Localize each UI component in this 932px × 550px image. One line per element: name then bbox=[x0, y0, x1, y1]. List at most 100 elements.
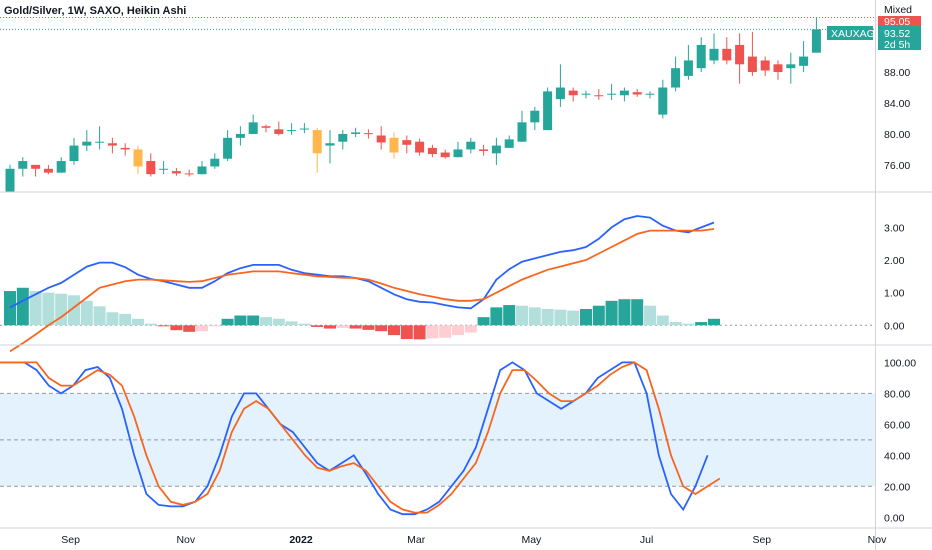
candle[interactable] bbox=[56, 157, 66, 173]
macd-histogram-bar bbox=[298, 323, 311, 326]
high-price-badge[interactable]: 95.05 bbox=[878, 16, 921, 28]
candle[interactable] bbox=[261, 124, 271, 133]
candle[interactable] bbox=[722, 37, 732, 65]
macd-histogram-bar bbox=[311, 325, 324, 327]
candle[interactable] bbox=[543, 87, 553, 131]
candle[interactable] bbox=[120, 143, 130, 156]
stoch-pane[interactable] bbox=[0, 361, 875, 516]
candle[interactable] bbox=[235, 126, 245, 146]
candle[interactable] bbox=[338, 130, 348, 150]
candle[interactable] bbox=[440, 149, 450, 159]
candle[interactable] bbox=[197, 161, 207, 175]
candle[interactable] bbox=[389, 132, 399, 159]
stoch-axis[interactable]: 0.00 20.00 40.00 60.00 80.00 100.00 bbox=[884, 357, 916, 524]
scale-mode-label[interactable]: Mixed bbox=[884, 4, 912, 16]
candle[interactable] bbox=[786, 52, 796, 84]
candle[interactable] bbox=[504, 135, 514, 148]
candle[interactable] bbox=[146, 153, 156, 177]
stoch-tick-label: 40.00 bbox=[884, 450, 910, 462]
candle[interactable] bbox=[696, 37, 706, 73]
candle[interactable] bbox=[184, 169, 194, 177]
candle[interactable] bbox=[479, 144, 489, 156]
candle[interactable] bbox=[568, 87, 578, 102]
candle[interactable] bbox=[287, 123, 297, 135]
macd-pane[interactable] bbox=[0, 215, 875, 353]
candle[interactable] bbox=[82, 130, 92, 151]
candle[interactable] bbox=[466, 137, 476, 154]
candle[interactable] bbox=[760, 56, 770, 76]
stoch-d-line[interactable] bbox=[0, 361, 721, 514]
last-price-badge-bg bbox=[878, 26, 921, 50]
candle[interactable] bbox=[658, 79, 668, 119]
macd-axis[interactable]: 0.00 1.00 2.00 3.00 bbox=[884, 222, 905, 332]
time-tick-label: Sep bbox=[752, 534, 771, 546]
candle[interactable] bbox=[747, 31, 757, 76]
macd-histogram-bar bbox=[503, 305, 516, 326]
candle[interactable] bbox=[683, 44, 693, 80]
macd-tick-label: 0.00 bbox=[884, 320, 905, 332]
stoch-tick-label: 80.00 bbox=[884, 388, 910, 400]
candle[interactable] bbox=[223, 130, 233, 162]
candle-body bbox=[287, 130, 297, 132]
candle[interactable] bbox=[773, 60, 783, 80]
candle[interactable] bbox=[530, 106, 540, 131]
price-axis[interactable]: 76.00 80.00 84.00 88.00 bbox=[884, 67, 910, 172]
candle[interactable] bbox=[607, 83, 617, 100]
candle[interactable] bbox=[517, 110, 527, 142]
candle[interactable] bbox=[363, 129, 373, 139]
candle[interactable] bbox=[619, 87, 629, 102]
candle[interactable] bbox=[645, 91, 655, 99]
candle[interactable] bbox=[735, 33, 745, 84]
stoch-k-line[interactable] bbox=[0, 361, 709, 516]
candle[interactable] bbox=[594, 89, 604, 100]
candle[interactable] bbox=[427, 144, 437, 158]
candle[interactable] bbox=[210, 153, 220, 169]
candle[interactable] bbox=[299, 123, 309, 134]
candle[interactable] bbox=[5, 164, 15, 192]
candle[interactable] bbox=[31, 164, 41, 177]
candle[interactable] bbox=[171, 168, 181, 176]
price-pane[interactable] bbox=[0, 16, 875, 192]
candle[interactable] bbox=[453, 141, 463, 158]
candle[interactable] bbox=[133, 145, 143, 175]
candle[interactable] bbox=[811, 17, 821, 53]
macd-histogram-bar bbox=[400, 325, 413, 340]
candle[interactable] bbox=[248, 114, 258, 134]
candle-body bbox=[325, 143, 335, 146]
candle[interactable] bbox=[555, 64, 565, 107]
candle-body bbox=[427, 147, 437, 155]
candle[interactable] bbox=[18, 157, 28, 177]
symbol-badge-bg bbox=[827, 26, 873, 40]
candle[interactable] bbox=[415, 138, 425, 156]
candle[interactable] bbox=[351, 127, 361, 138]
candle[interactable] bbox=[709, 33, 719, 65]
candle[interactable] bbox=[95, 126, 105, 150]
macd-histogram-bar bbox=[375, 325, 388, 332]
candle[interactable] bbox=[325, 130, 335, 164]
candle[interactable] bbox=[69, 137, 79, 165]
macd-histogram-bar bbox=[708, 318, 720, 326]
candle[interactable] bbox=[159, 161, 169, 175]
last-price-badge[interactable]: 93.52 2d 5h bbox=[878, 26, 921, 51]
time-axis[interactable]: Sep Nov 2022 Mar May Jul Sep Nov bbox=[61, 534, 887, 546]
macd-histogram-bar bbox=[477, 317, 490, 326]
candle[interactable] bbox=[376, 126, 386, 150]
macd-signal-line[interactable] bbox=[9, 228, 715, 353]
candle[interactable] bbox=[43, 164, 53, 175]
candle-body bbox=[159, 168, 169, 170]
candle-body bbox=[811, 29, 821, 53]
candle[interactable] bbox=[581, 90, 591, 99]
macd-histogram-bar bbox=[324, 325, 336, 329]
price-tick-label: 88.00 bbox=[884, 67, 910, 79]
candle[interactable] bbox=[402, 135, 412, 154]
candle[interactable] bbox=[632, 89, 642, 97]
symbol-badge[interactable]: XAUXAG bbox=[827, 26, 875, 40]
candle[interactable] bbox=[491, 137, 501, 165]
candle[interactable] bbox=[799, 41, 809, 73]
candle[interactable] bbox=[312, 127, 322, 173]
candle[interactable] bbox=[671, 56, 681, 92]
candle[interactable] bbox=[274, 121, 284, 136]
candle[interactable] bbox=[107, 137, 117, 154]
